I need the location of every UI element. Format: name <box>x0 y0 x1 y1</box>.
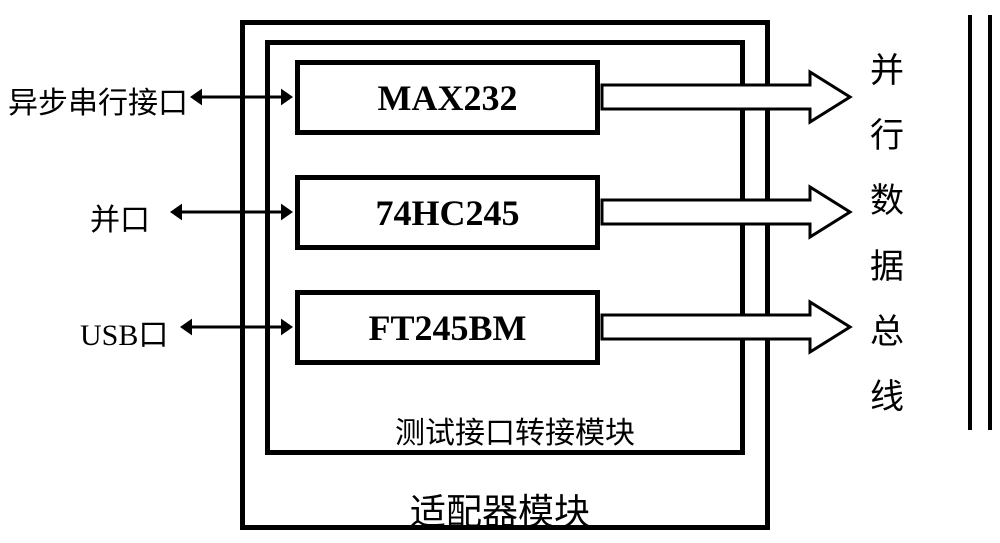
bus-char-2: 数 <box>870 185 904 219</box>
parallel-data-bus-label: 并 行 数 据 总 线 <box>870 55 904 415</box>
chip-74hc245: 74HC245 <box>295 175 600 250</box>
chip-74hc245-label: 74HC245 <box>376 192 520 234</box>
chip-ft245bm: FT245BM <box>295 290 600 365</box>
label-usb-port: USB口 <box>80 310 168 354</box>
bidir-arrow-usb <box>180 312 293 342</box>
bus-char-1: 行 <box>870 120 904 154</box>
block-arrow-ft245bm <box>602 298 850 356</box>
bidir-arrow-serial <box>190 82 293 112</box>
bus-char-3: 据 <box>870 251 904 285</box>
parallel-data-bus-lines <box>965 15 995 430</box>
label-async-serial: 异步串行接口 <box>8 78 188 122</box>
chip-max232-label: MAX232 <box>378 77 518 119</box>
block-arrow-74hc245 <box>602 183 850 241</box>
test-interface-label: 测试接口转接模块 <box>395 408 635 452</box>
bidir-arrow-parallel <box>170 197 293 227</box>
chip-max232: MAX232 <box>295 60 600 135</box>
bus-char-5: 线 <box>870 381 904 415</box>
bus-char-4: 总 <box>870 316 904 350</box>
bus-char-0: 并 <box>870 55 904 89</box>
block-arrow-max232 <box>602 68 850 126</box>
label-parallel-port: 并口 <box>90 195 150 239</box>
adapter-module-label: 适配器模块 <box>410 483 590 535</box>
diagram-canvas: 适配器模块 测试接口转接模块 MAX232 74HC245 FT245BM 异步… <box>0 0 1000 543</box>
chip-ft245bm-label: FT245BM <box>369 307 527 349</box>
